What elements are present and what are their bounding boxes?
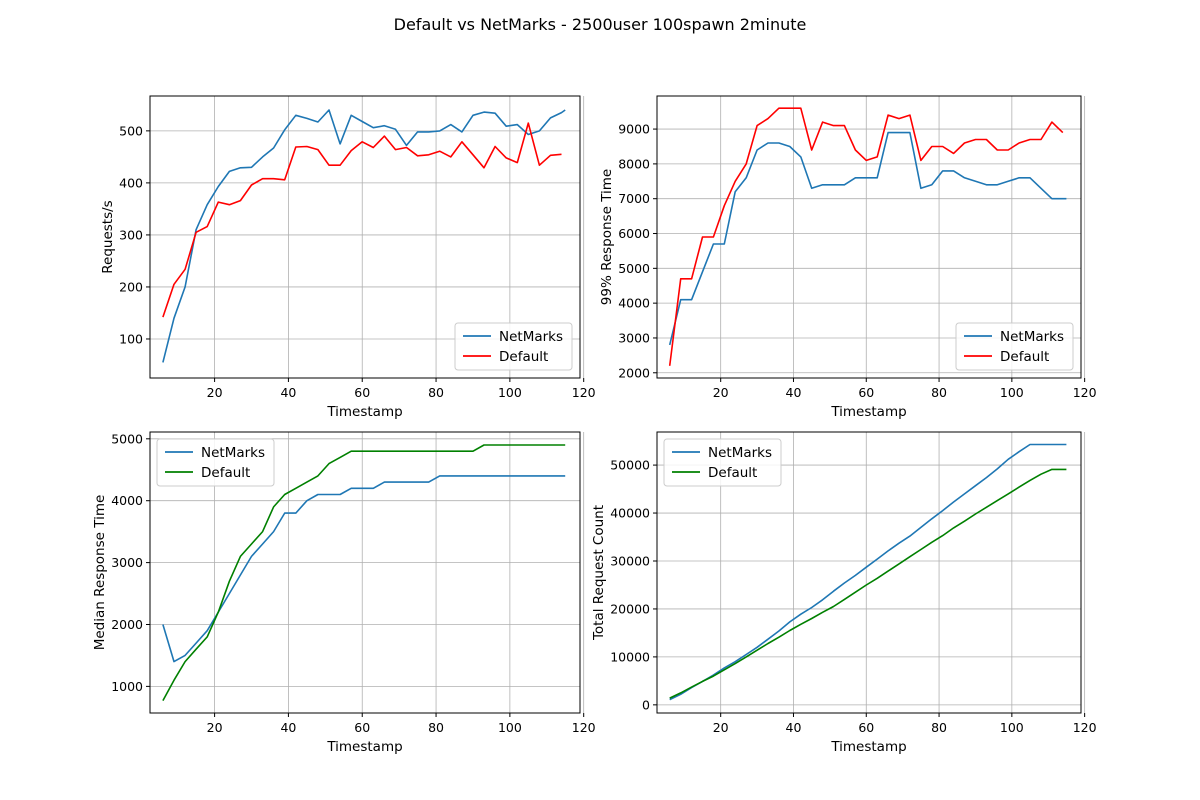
- x-tick-label: 120: [572, 720, 596, 735]
- x-tick-label: 100: [1000, 720, 1024, 735]
- x-tick-label: 20: [207, 385, 223, 400]
- y-tick-label: 9000: [618, 122, 650, 137]
- x-axis-label: Timestamp: [830, 404, 906, 420]
- y-axis-label: 99% Response Time: [599, 169, 615, 305]
- legend-label-default: Default: [1000, 349, 1049, 365]
- x-tick-label: 20: [207, 720, 223, 735]
- y-tick-label: 10000: [610, 649, 650, 664]
- series-line-default: [668, 107, 1064, 366]
- x-tick-label: 120: [572, 385, 596, 400]
- legend-label-default: Default: [201, 465, 250, 481]
- y-tick-label: 4000: [111, 493, 143, 508]
- y-tick-label: 8000: [618, 156, 650, 171]
- x-tick-label: 80: [428, 385, 444, 400]
- legend: NetMarks Default: [156, 438, 275, 487]
- x-tick-label: 100: [1000, 385, 1024, 400]
- x-tick-label: 40: [280, 385, 296, 400]
- x-axis-label: Timestamp: [830, 739, 906, 755]
- subplot-1: 20 40 60 80 100 120 100 200 300 400 500 Timestamp Re…: [100, 95, 596, 420]
- axes-frame: [149, 95, 581, 379]
- x-tick-label: 80: [428, 720, 444, 735]
- legend-label-netmarks: NetMarks: [1000, 329, 1064, 345]
- legend: NetMarks Default: [454, 322, 573, 371]
- subplot-4: 20 40 60 80 100 120 0 10000 20000 30000 40000 50000…: [591, 431, 1097, 755]
- y-tick-label: 100: [119, 331, 143, 346]
- legend: NetMarks Default: [955, 322, 1074, 371]
- series-line-netmarks: [668, 131, 1067, 346]
- axes-frame: [656, 431, 1082, 714]
- x-axis-label: Timestamp: [326, 739, 402, 755]
- y-tick-label: 7000: [618, 191, 650, 206]
- x-axis-label: Timestamp: [326, 404, 402, 420]
- x-tick-label: 120: [1073, 385, 1097, 400]
- x-tick-label: 100: [498, 385, 522, 400]
- y-tick-label: 5000: [111, 431, 143, 446]
- y-tick-label: 30000: [610, 553, 650, 568]
- axes-frame: [656, 95, 1082, 379]
- y-tick-label: 2000: [111, 617, 143, 632]
- y-tick-label: 0: [642, 697, 650, 712]
- y-tick-label: 400: [119, 175, 143, 190]
- y-tick-label: 200: [119, 279, 143, 294]
- y-tick-label: 2000: [618, 365, 650, 380]
- subplot-3: 20 40 60 80 100 120 1000 2000 3000 4000 5000 Timest…: [92, 431, 596, 755]
- legend-box: [156, 438, 275, 487]
- legend-box: [454, 322, 573, 371]
- subplot-2: 20 40 60 80 100 120 2000 3000 4000 5000 6000 7000 80…: [599, 95, 1097, 420]
- legend-label-default: Default: [708, 465, 757, 481]
- series-line-default: [669, 468, 1067, 699]
- x-tick-label: 60: [354, 385, 370, 400]
- x-tick-label: 60: [858, 385, 874, 400]
- series-line-default: [162, 122, 562, 318]
- x-tick-label: 20: [713, 385, 729, 400]
- y-axis-label: Median Response Time: [92, 495, 108, 651]
- y-tick-label: 3000: [111, 555, 143, 570]
- y-tick-label: 6000: [618, 226, 650, 241]
- x-tick-label: 20: [713, 720, 729, 735]
- y-tick-label: 1000: [111, 679, 143, 694]
- x-tick-label: 40: [786, 385, 802, 400]
- subplots: 20 40 60 80 100 120100200300400500TimestampRe…: [92, 95, 1097, 755]
- x-tick-label: 40: [280, 720, 296, 735]
- series-line-default: [162, 444, 566, 701]
- x-tick-label: 80: [931, 385, 947, 400]
- x-tick-label: 120: [1073, 720, 1097, 735]
- legend-box: [663, 438, 782, 487]
- legend-label-netmarks: NetMarks: [708, 445, 772, 461]
- x-tick-label: 100: [498, 720, 522, 735]
- y-tick-label: 20000: [610, 601, 650, 616]
- figure-title: Default vs NetMarks - 2500user 100spawn …: [394, 15, 807, 34]
- series-line-netmarks: [669, 443, 1067, 701]
- y-tick-label: 500: [119, 123, 143, 138]
- x-tick-label: 40: [786, 720, 802, 735]
- y-tick-label: 4000: [618, 296, 650, 311]
- x-tick-label: 60: [354, 720, 370, 735]
- y-tick-label: 5000: [618, 261, 650, 276]
- y-tick-label: 40000: [610, 506, 650, 521]
- legend-label-netmarks: NetMarks: [201, 445, 265, 461]
- y-axis-label: Total Request Count: [591, 505, 607, 641]
- y-tick-label: 300: [119, 227, 143, 242]
- y-axis-label: Requests/s: [100, 200, 116, 273]
- y-tick-label: 50000: [610, 458, 650, 473]
- axes-frame: [149, 431, 581, 714]
- legend-label-netmarks: NetMarks: [499, 329, 563, 345]
- legend-label-default: Default: [499, 349, 548, 365]
- x-tick-label: 60: [858, 720, 874, 735]
- x-tick-label: 80: [931, 720, 947, 735]
- series-line-netmarks: [162, 475, 566, 663]
- series-line-netmarks: [162, 109, 566, 363]
- legend: NetMarks Default: [663, 438, 782, 487]
- y-tick-label: 3000: [618, 330, 650, 345]
- legend-box: [955, 322, 1074, 371]
